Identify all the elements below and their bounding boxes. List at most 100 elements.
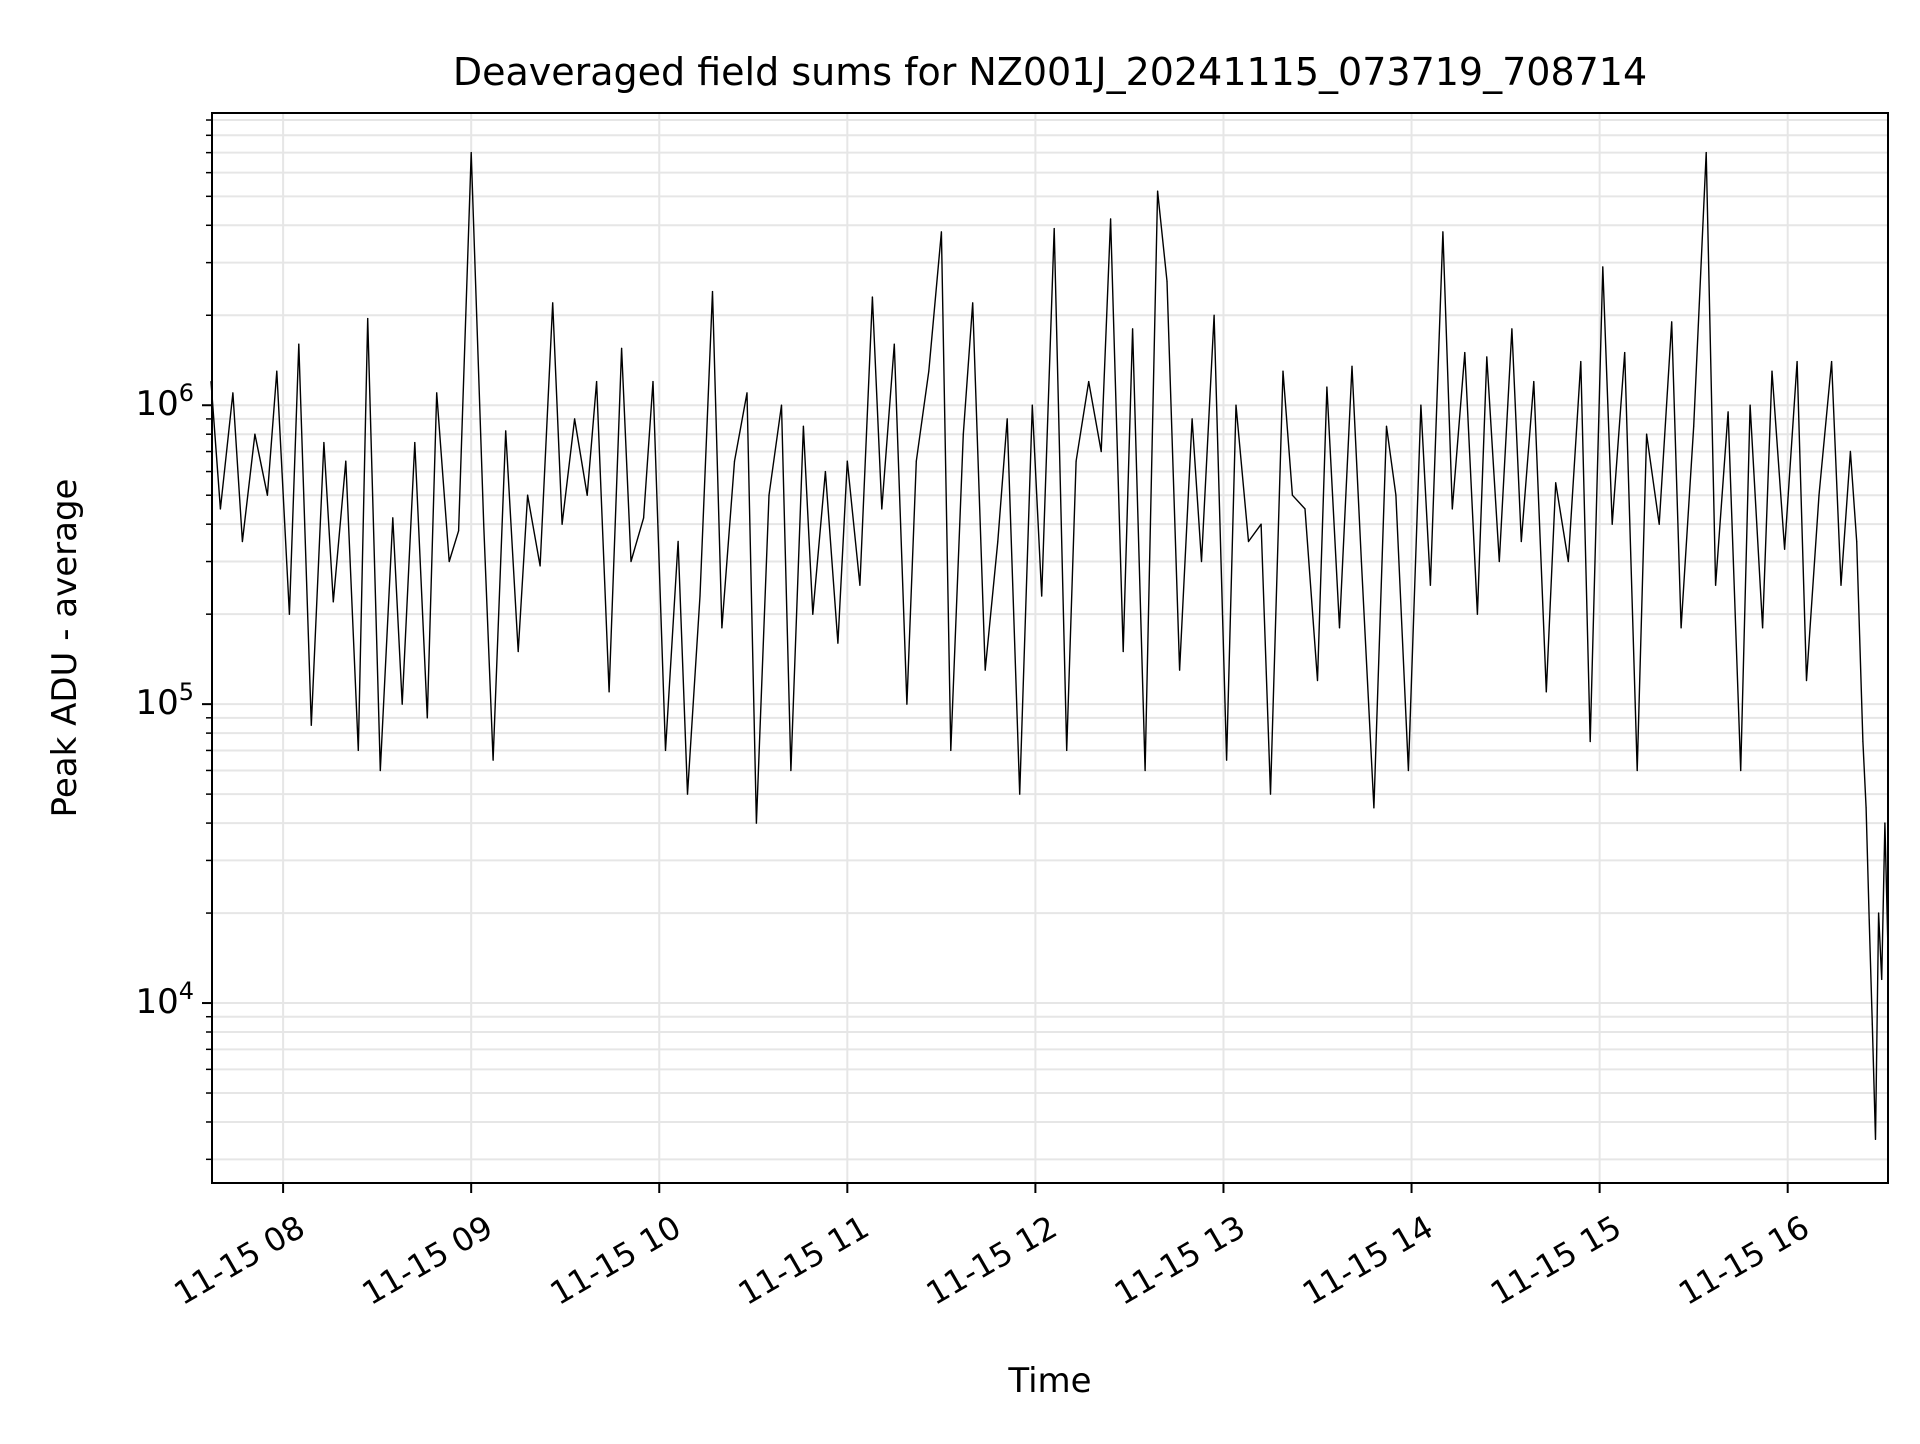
data-point [1066, 749, 1068, 752]
data-point [746, 392, 748, 394]
grid [212, 113, 1888, 1183]
data-point [733, 460, 736, 462]
data-point [1693, 425, 1695, 427]
data-point [332, 601, 334, 603]
data-point [871, 296, 874, 298]
data-point [1395, 494, 1397, 496]
data-point [1407, 769, 1409, 772]
data-point [711, 291, 714, 293]
data-point [527, 494, 529, 496]
data-point [1260, 523, 1262, 525]
y-tick-label: 104 [135, 977, 194, 1022]
data-point [492, 759, 494, 761]
data-point [1235, 404, 1237, 406]
data-point [802, 425, 805, 427]
data-point [824, 471, 827, 473]
data-point [401, 703, 403, 705]
data-point [621, 347, 623, 349]
data-point [846, 460, 848, 462]
data-point [1144, 769, 1146, 772]
data-point [1567, 560, 1569, 563]
data-point [1589, 740, 1591, 743]
data-point [950, 749, 952, 752]
data-point [1226, 759, 1228, 761]
data-point [586, 494, 588, 496]
data-point [1006, 418, 1008, 420]
data-point [1486, 356, 1488, 358]
data-point [1326, 386, 1328, 388]
data-point [837, 642, 839, 644]
data-point [1624, 352, 1626, 354]
data-point [1132, 328, 1134, 330]
data-point [1646, 433, 1648, 435]
data-point [1179, 669, 1181, 671]
data-point [539, 565, 541, 567]
data-point [1122, 650, 1124, 653]
data-point [1316, 679, 1319, 682]
data-point [699, 595, 701, 597]
data-point [1727, 411, 1729, 413]
data-point [1213, 314, 1215, 316]
data-point [1715, 584, 1717, 586]
data-point [1191, 418, 1193, 420]
data-point [1520, 540, 1522, 543]
data-point [972, 302, 974, 304]
data-point [1881, 978, 1883, 981]
data-point [1088, 381, 1090, 383]
data-point [1075, 460, 1077, 462]
data-point [652, 381, 654, 383]
data-point [608, 691, 610, 693]
data-point [1740, 769, 1742, 772]
data-point [755, 822, 758, 824]
data-point [812, 613, 814, 615]
data-point [379, 769, 381, 772]
data-point [1291, 494, 1293, 496]
data-point [1884, 822, 1886, 824]
data-point [1442, 231, 1444, 233]
data-point [1451, 508, 1453, 510]
data-point [1464, 352, 1466, 354]
data-point [310, 724, 312, 726]
data-point [596, 381, 598, 383]
data-point [1705, 152, 1707, 154]
data-point [1865, 807, 1867, 809]
plot-area [210, 151, 1889, 1141]
data-point [414, 442, 416, 444]
data-point [357, 749, 359, 752]
data-point [1831, 361, 1833, 363]
data-point [241, 540, 243, 543]
data-point [219, 508, 221, 510]
y-tick-label: 106 [135, 379, 194, 424]
data-point [1868, 919, 1870, 921]
x-tick-label: 11-15 11 [732, 1208, 876, 1313]
data-point [1611, 523, 1613, 525]
data-point [323, 442, 325, 444]
data-point [915, 460, 917, 462]
data-point [276, 370, 278, 372]
data-point [1878, 912, 1880, 914]
data-point [1671, 321, 1673, 323]
data-point [940, 231, 943, 233]
data-point [928, 370, 930, 372]
x-axis-label: Time [1007, 1361, 1091, 1401]
data-point [768, 494, 770, 496]
ticks: 11-15 08 11-15 09 11-15 10 11-15 11 11-15 12… [135, 119, 1816, 1313]
data-point [232, 392, 234, 394]
data-point [1019, 793, 1021, 795]
data-point [1784, 548, 1786, 550]
data-point [1031, 404, 1033, 406]
data-point [1533, 381, 1535, 383]
data-point [1871, 1023, 1873, 1025]
data-point [1874, 1138, 1877, 1140]
data-point [984, 669, 986, 671]
data-point [266, 494, 268, 496]
data-point [1053, 228, 1055, 230]
data-point [630, 560, 632, 563]
axes-frame [211, 112, 1889, 1184]
data-point [1840, 584, 1842, 586]
data-point [1658, 523, 1660, 525]
data-point [561, 523, 563, 525]
data-point [1771, 370, 1773, 372]
